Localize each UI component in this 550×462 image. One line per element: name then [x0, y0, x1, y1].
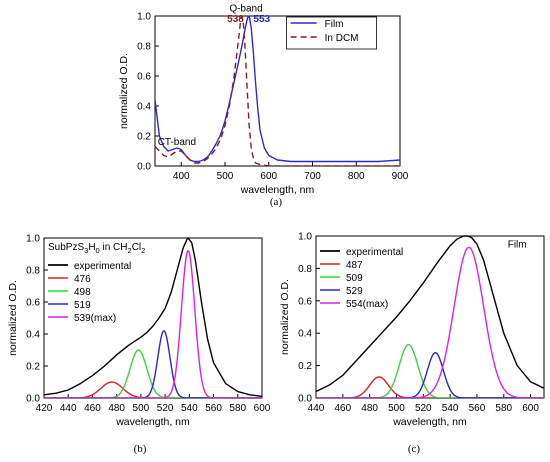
panel-label-a: (a) — [270, 196, 283, 208]
x-tick-label: 560 — [469, 403, 486, 414]
legend-label: experimental — [346, 247, 403, 258]
series-line-554-max- — [316, 246, 544, 398]
x-tick-label: 580 — [229, 403, 246, 414]
y-tick-label: 0.4 — [298, 329, 312, 340]
y-tick-label: 0.6 — [298, 296, 312, 307]
x-axis-label: wavelength, nm — [115, 416, 190, 428]
x-tick-label: 540 — [181, 403, 198, 414]
legend-title: SubPzS3H0 in CH2Cl2 — [48, 242, 145, 255]
y-tick-label: 0.8 — [298, 264, 312, 275]
legend-label: 554(max) — [346, 299, 388, 310]
y-tick-label: 0.0 — [298, 394, 312, 405]
annotation-q-band: Q-band — [229, 4, 262, 15]
series-line-529 — [316, 351, 544, 398]
y-tick-label: 0.0 — [137, 162, 151, 173]
legend-label: 509 — [346, 273, 363, 284]
legend-label: 498 — [74, 287, 91, 298]
y-tick-label: 1.0 — [26, 234, 40, 245]
legend-label: Film — [325, 19, 344, 30]
x-tick-label: 520 — [415, 403, 432, 414]
x-axis-label: wavelength, nm — [392, 416, 467, 428]
series-line-experimental — [316, 235, 544, 393]
y-tick-label: 1.0 — [137, 12, 151, 23]
x-tick-label: 460 — [334, 403, 351, 414]
x-tick-label: 560 — [205, 403, 222, 414]
x-tick-label: 440 — [308, 403, 325, 414]
x-tick-label: 800 — [348, 171, 365, 182]
x-axis-label: wavelength, nm — [240, 184, 315, 196]
series-line-509 — [316, 343, 544, 398]
x-tick-label: 520 — [157, 403, 174, 414]
x-tick-label: 540 — [442, 403, 459, 414]
y-tick-label: 0.0 — [26, 394, 40, 405]
series-line-498 — [44, 349, 262, 398]
x-tick-label: 600 — [254, 403, 271, 414]
x-tick-label: 900 — [392, 171, 409, 182]
legend-label: 529 — [346, 286, 363, 297]
x-tick-label: 440 — [60, 403, 77, 414]
y-tick-label: 0.8 — [137, 42, 151, 53]
legend-label: In DCM — [325, 33, 359, 44]
series-line-539-max- — [44, 250, 262, 398]
x-tick-label: 580 — [495, 403, 512, 414]
series-line-experimental — [44, 237, 262, 398]
legend-label: 476 — [74, 274, 91, 285]
legend-label: 487 — [346, 260, 363, 271]
x-tick-label: 500 — [388, 403, 405, 414]
x-tick-label: 480 — [108, 403, 125, 414]
panel-b-chart: 420 440 460 480 500 520 540 560 580 600 0.0 0.2 0.4 0… — [7, 234, 271, 429]
y-tick-label: 0.8 — [26, 266, 40, 277]
annotation-film: Film — [508, 239, 527, 250]
x-tick-label: 480 — [361, 403, 378, 414]
y-tick-label: 0.4 — [26, 330, 40, 341]
x-tick-label: 600 — [522, 403, 539, 414]
legend-label: 539(max) — [74, 313, 116, 324]
panel-a-chart: 400 500 600 700 800 900 0.0 0.2 0.4 0.6 0.8 1.0 wave… — [118, 4, 409, 197]
legend-label: experimental — [74, 261, 131, 272]
series-line-519 — [44, 330, 262, 398]
annotation-538: 538 — [227, 14, 244, 25]
panel-label-b: (b) — [134, 443, 147, 455]
x-tick-label: 500 — [133, 403, 150, 414]
x-tick-label: 700 — [304, 171, 321, 182]
y-tick-label: 0.6 — [26, 298, 40, 309]
x-tick-label: 460 — [84, 403, 101, 414]
y-tick-label: 0.6 — [137, 72, 151, 83]
y-axis-label: normalized O.D. — [7, 280, 19, 356]
x-tick-label: 400 — [173, 171, 190, 182]
y-axis-label: normalized O.D. — [118, 53, 130, 129]
annotation-553: 553 — [253, 14, 270, 25]
y-tick-label: 0.2 — [26, 362, 40, 373]
y-axis-label: normalized O.D. — [279, 279, 291, 355]
legend-label: 519 — [74, 300, 91, 311]
series-line-in-dcm — [155, 15, 400, 166]
panel-c-chart: 440 460 480 500 520 540 560 580 600 0.0 0.2 0.4 0.6 0… — [279, 232, 545, 428]
x-tick-label: 600 — [260, 171, 277, 182]
y-tick-label: 1.0 — [298, 232, 312, 243]
y-tick-label: 0.2 — [298, 361, 312, 372]
x-tick-label: 420 — [36, 403, 53, 414]
panel-label-c: (c) — [408, 443, 421, 455]
y-tick-label: 0.4 — [137, 102, 151, 113]
y-tick-label: 0.2 — [137, 132, 151, 143]
annotation-ct-band: CT-band — [158, 137, 196, 148]
x-tick-label: 500 — [217, 171, 234, 182]
